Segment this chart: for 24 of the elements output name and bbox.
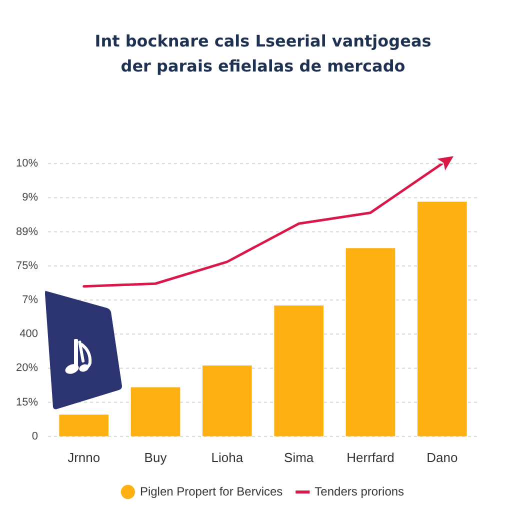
legend-label: Tenders prorions xyxy=(314,484,404,498)
x-tick-label: Jrnno xyxy=(68,450,100,465)
text: 75% xyxy=(16,260,38,272)
text: 89% xyxy=(16,226,38,238)
text: 20% xyxy=(16,362,38,374)
legend-label: Piglen Propert for Bervices xyxy=(140,484,283,498)
bar xyxy=(130,387,180,436)
bar xyxy=(418,202,467,436)
bar xyxy=(346,248,396,436)
text: 400 xyxy=(20,328,38,340)
x-tick-label: Buy xyxy=(144,450,168,465)
chart-title: Int bocknare cals Lseerial vantjogeas der parais efielalas de mercado xyxy=(94,32,432,76)
text: 0 xyxy=(32,430,38,442)
bar xyxy=(202,365,252,436)
text: 7% xyxy=(22,294,38,306)
bar xyxy=(274,305,324,436)
x-tick-label: Sima xyxy=(284,450,314,465)
x-tick-label: Lioha xyxy=(211,450,244,465)
text: 9% xyxy=(22,192,38,204)
bar xyxy=(59,414,108,436)
x-tick-label: Herrfard xyxy=(346,450,394,465)
text: 10% xyxy=(16,158,38,170)
text: 15% xyxy=(16,396,38,408)
x-tick-label: Dano xyxy=(426,450,458,465)
